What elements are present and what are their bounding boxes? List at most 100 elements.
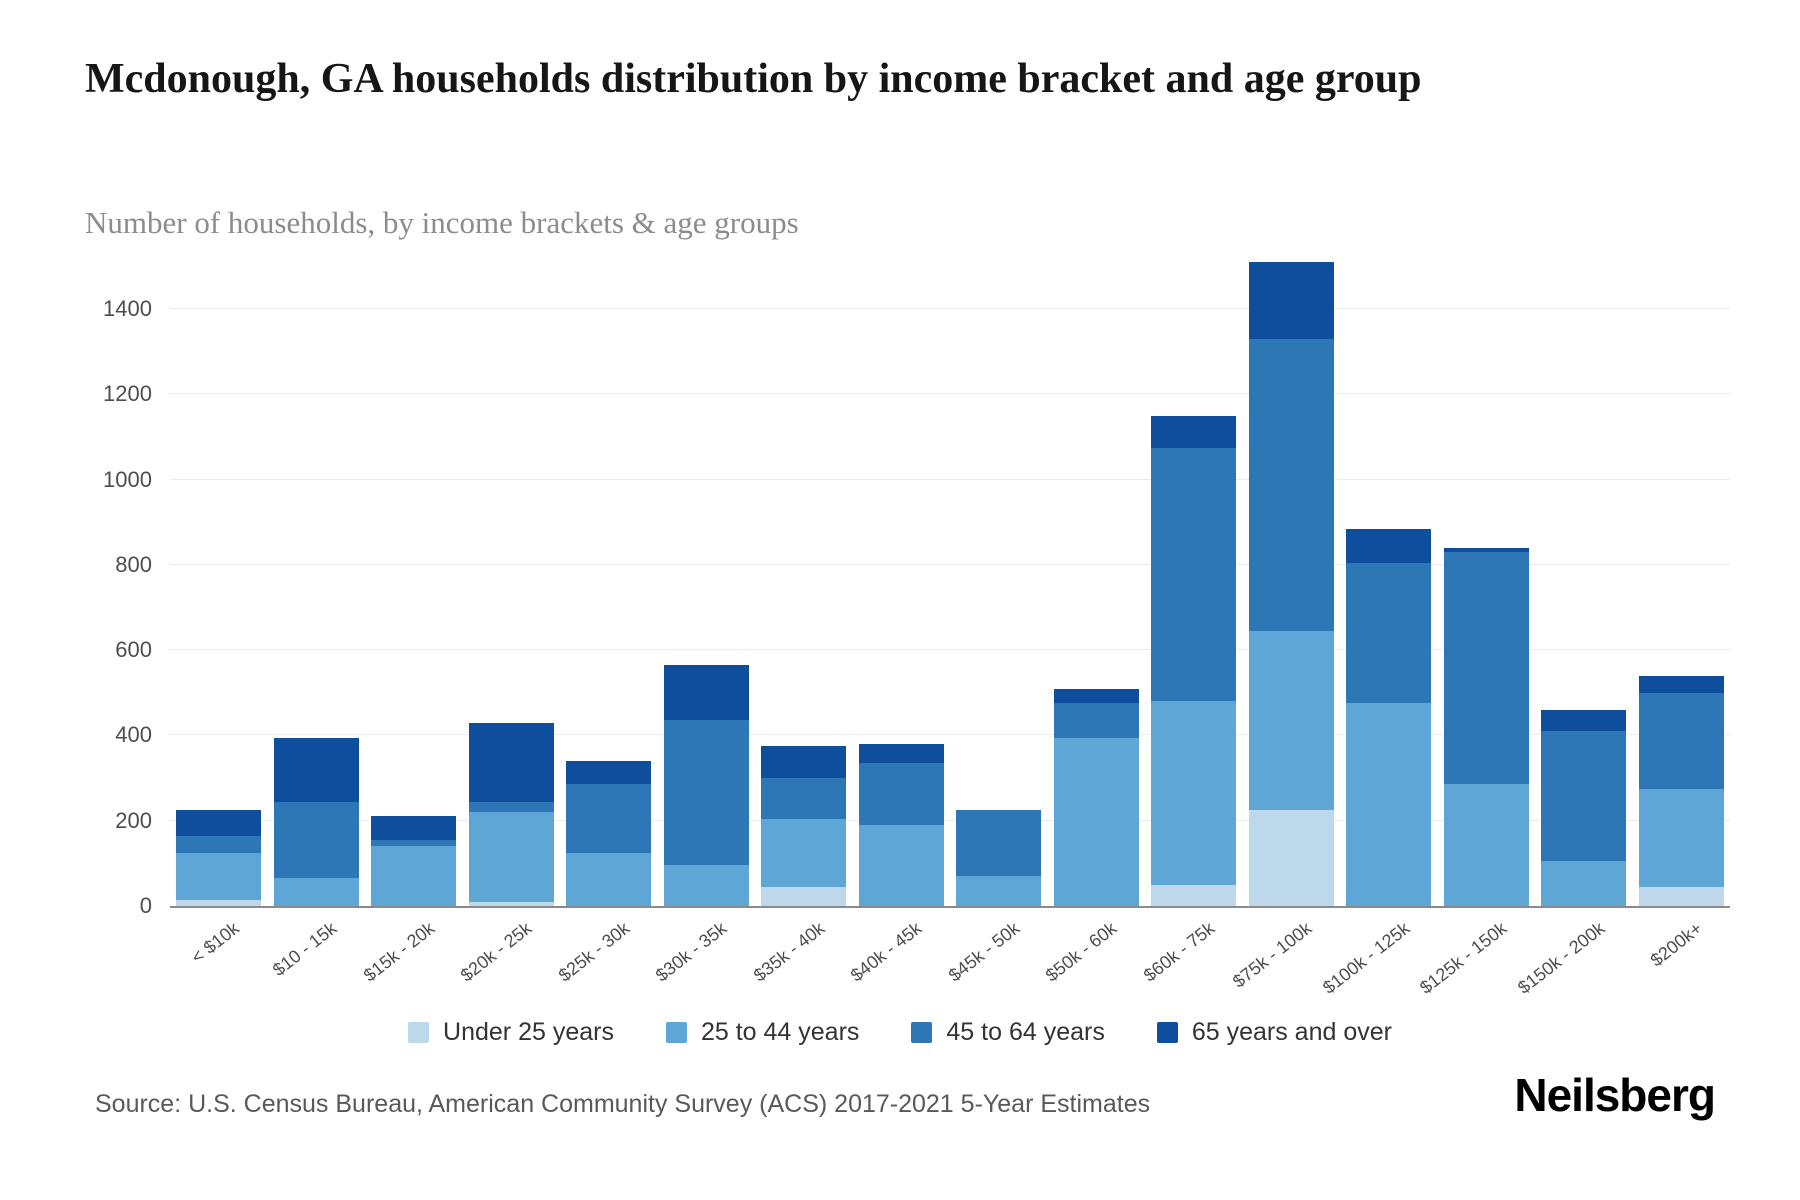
- bar-stack: [1443, 262, 1529, 906]
- bar-segment[interactable]: [1443, 552, 1529, 785]
- bar-segment[interactable]: [1151, 701, 1237, 885]
- x-axis-tick-label: $35k - 40k: [749, 918, 829, 986]
- bar-segment[interactable]: [1443, 547, 1529, 553]
- bar-segment[interactable]: [1151, 447, 1237, 702]
- bar-stack: [1248, 262, 1334, 906]
- bar-segment[interactable]: [1346, 528, 1432, 563]
- bar-6: $30k - 35k: [652, 262, 756, 986]
- bar-segment[interactable]: [273, 801, 359, 879]
- bar-stack: [1346, 262, 1432, 906]
- bar-segment[interactable]: [468, 722, 554, 802]
- bar-stack: [1151, 262, 1237, 906]
- x-axis-tick-label: < $10k: [187, 918, 244, 968]
- bar-segment[interactable]: [1151, 415, 1237, 448]
- bar-segment[interactable]: [176, 810, 262, 836]
- bar-segment[interactable]: [1053, 703, 1139, 738]
- bar-segment[interactable]: [468, 812, 554, 902]
- bar-segment[interactable]: [1248, 810, 1334, 906]
- bar-14: $125k - 150k: [1416, 262, 1536, 998]
- bar-segment[interactable]: [468, 901, 554, 906]
- legend-item[interactable]: 25 to 44 years: [665, 1018, 860, 1047]
- bar-segment[interactable]: [1053, 688, 1139, 704]
- bar-segment[interactable]: [566, 784, 652, 853]
- source-note: Source: U.S. Census Bureau, American Com…: [95, 1090, 1151, 1118]
- bar-segment[interactable]: [1638, 788, 1724, 887]
- bar-segment[interactable]: [371, 816, 457, 840]
- y-axis-tick-label: 600: [115, 637, 152, 663]
- bar-segment[interactable]: [566, 761, 652, 785]
- bar-segment[interactable]: [761, 746, 847, 779]
- bar-stack: [663, 262, 749, 906]
- legend-label: Under 25 years: [443, 1018, 614, 1046]
- bar-2: $10 - 15k: [268, 262, 366, 980]
- bar-segment[interactable]: [761, 886, 847, 906]
- bar-segment[interactable]: [176, 899, 262, 906]
- bar-segment[interactable]: [1638, 886, 1724, 906]
- bar-stack: [176, 262, 262, 906]
- bar-segment[interactable]: [1346, 703, 1432, 906]
- bar-4: $20k - 25k: [457, 262, 561, 986]
- bar-segment[interactable]: [1443, 784, 1529, 906]
- bar-15: $150k - 200k: [1514, 262, 1633, 998]
- bar-segment[interactable]: [858, 824, 944, 906]
- gridline: [170, 649, 1730, 651]
- legend-item[interactable]: 45 to 64 years: [911, 1018, 1105, 1047]
- legend-swatch-icon: [665, 1022, 687, 1043]
- legend-swatch-icon: [408, 1022, 430, 1043]
- bar-segment[interactable]: [663, 865, 749, 906]
- bar-segment[interactable]: [273, 737, 359, 802]
- y-axis-tick-label: 1400: [103, 295, 152, 321]
- bar-segment[interactable]: [1638, 675, 1724, 693]
- bar-segment[interactable]: [371, 846, 457, 906]
- bar-segment[interactable]: [1248, 630, 1334, 811]
- x-axis-tick-label: $15k - 20k: [359, 918, 439, 986]
- bar-segment[interactable]: [858, 743, 944, 764]
- bar-segment[interactable]: [1541, 861, 1627, 906]
- bar-segment[interactable]: [1248, 262, 1334, 339]
- bar-segment[interactable]: [1541, 731, 1627, 862]
- legend-label: 25 to 44 years: [700, 1018, 860, 1046]
- bar-segment[interactable]: [273, 878, 359, 906]
- bar-segment[interactable]: [1053, 737, 1139, 906]
- x-axis-tick-label: $20k - 25k: [457, 918, 536, 986]
- legend-item[interactable]: Under 25 years: [408, 1018, 614, 1047]
- y-axis-tick-label: 400: [115, 722, 152, 748]
- bar-16: $200k+: [1633, 262, 1731, 970]
- gridline: [170, 563, 1730, 565]
- x-axis-tick-label: $50k - 60k: [1042, 918, 1121, 986]
- bar-segment[interactable]: [1151, 884, 1237, 906]
- bar-segment[interactable]: [468, 801, 554, 813]
- x-axis-tick-label: $125k - 150k: [1416, 918, 1511, 998]
- bar-segment[interactable]: [956, 876, 1042, 906]
- bar-segment[interactable]: [1346, 562, 1432, 704]
- legend-swatch-icon: [1156, 1022, 1178, 1043]
- bar-segment[interactable]: [566, 852, 652, 906]
- bar-segment[interactable]: [858, 763, 944, 825]
- legend-item[interactable]: 65 years and over: [1156, 1018, 1392, 1047]
- bar-segment[interactable]: [956, 810, 1042, 877]
- bar-stack: [566, 262, 652, 906]
- x-axis-tick-label: $25k - 30k: [554, 918, 634, 986]
- bar-stack: [1053, 262, 1139, 906]
- bar-segment[interactable]: [176, 835, 262, 853]
- bar-segment[interactable]: [1248, 338, 1334, 631]
- x-axis-tick-label: $75k - 100k: [1229, 918, 1316, 992]
- bar-segment[interactable]: [663, 720, 749, 866]
- x-axis-tick-label: $45k - 50k: [944, 918, 1024, 986]
- y-axis-tick-label: 0: [139, 893, 152, 918]
- bar-segment[interactable]: [761, 818, 847, 887]
- y-axis-tick-label: 200: [115, 807, 152, 833]
- bar-segment[interactable]: [176, 852, 262, 900]
- bar-9: $45k - 50k: [945, 262, 1048, 986]
- legend-label: 65 years and over: [1191, 1018, 1392, 1046]
- chart-legend: Under 25 years 25 to 44 years 45 to 64 yea…: [0, 1018, 1800, 1047]
- bar-stack: [858, 262, 944, 906]
- bar-segment[interactable]: [1541, 709, 1627, 732]
- x-axis-tick-label: $60k - 75k: [1139, 918, 1219, 986]
- bar-segment[interactable]: [371, 839, 457, 847]
- bar-segment[interactable]: [1638, 692, 1724, 789]
- bar-7: $35k - 40k: [750, 262, 853, 986]
- bar-segment[interactable]: [663, 665, 749, 721]
- bar-segment[interactable]: [761, 778, 847, 819]
